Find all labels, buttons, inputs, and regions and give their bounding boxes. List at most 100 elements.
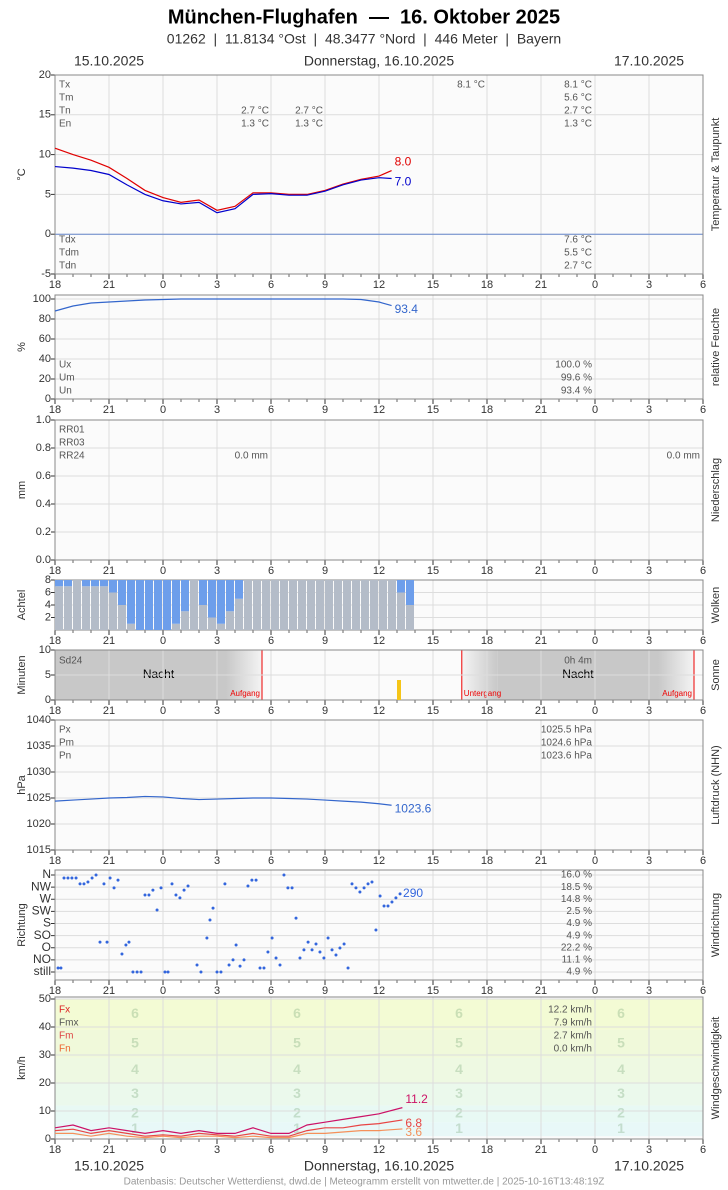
data-point	[66, 876, 70, 880]
x-tick-label: 0	[592, 635, 598, 647]
data-point	[318, 950, 322, 954]
data-point	[219, 970, 223, 974]
x-tick-label: 6	[700, 985, 706, 997]
x-tick-label: 0	[160, 279, 166, 291]
stat-label: Pm	[59, 738, 74, 749]
end-label: 6.8	[405, 1116, 422, 1130]
night-label: Nacht	[562, 667, 594, 681]
clear-sky-bar	[100, 580, 108, 587]
date: 15.10.2025	[74, 1158, 144, 1174]
cloud-bar	[370, 580, 378, 630]
data-point	[238, 964, 242, 968]
stat-label: Un	[59, 386, 72, 397]
x-tick-label: 9	[322, 404, 328, 416]
x-tick-label: 15	[427, 855, 439, 867]
end-label: 7.0	[395, 175, 412, 189]
beaufort-label: 6	[293, 1005, 301, 1021]
stat-label: RR01	[59, 425, 85, 436]
y-tick-label: -5	[41, 268, 51, 280]
beaufort-label: 2	[131, 1105, 139, 1121]
stat-value: 1.3 °C	[241, 119, 269, 130]
cloud-bar	[334, 580, 342, 630]
x-tick-label: 18	[49, 1144, 61, 1156]
data-line	[54, 298, 392, 312]
x-tick-label: 9	[322, 985, 328, 997]
plot-frame	[54, 996, 704, 1140]
data-point	[386, 904, 390, 908]
data-point	[254, 878, 258, 882]
stat-label: Fn	[59, 1044, 71, 1055]
x-tick-label: 12	[373, 855, 385, 867]
data-point	[354, 886, 358, 890]
data-point	[155, 908, 159, 912]
data-point	[151, 888, 155, 892]
y-tick-label: 60	[39, 333, 51, 345]
data-point	[342, 942, 346, 946]
cloud-bar	[226, 611, 234, 630]
y-tick-label: 50	[39, 993, 51, 1005]
stat-label: Tn	[59, 106, 71, 117]
cloud-bar	[127, 623, 135, 630]
clear-sky-bar	[163, 580, 171, 630]
percent-label: 2.5 %	[566, 906, 592, 917]
x-tick-label: 3	[214, 635, 220, 647]
cloud-bar	[307, 580, 315, 630]
y-tick-label: 20	[39, 1077, 51, 1089]
data-point	[211, 906, 215, 910]
cloud-bar	[181, 611, 189, 630]
stat-value: 0.0 km/h	[554, 1044, 592, 1055]
beaufort-label: 5	[617, 1035, 625, 1051]
y-tick-label: 40	[39, 1021, 51, 1033]
data-point	[147, 893, 151, 897]
beaufort-label: 6	[617, 1005, 625, 1021]
x-tick-label: 0	[160, 635, 166, 647]
y-tick-label: 15	[39, 109, 51, 121]
stat-label: Tx	[59, 80, 70, 91]
data-point	[346, 966, 350, 970]
y-tick-label: 10	[39, 1105, 51, 1117]
clear-sky-bar	[172, 580, 180, 624]
stat-value: 5.5 °C	[564, 248, 592, 259]
sun-event-label: Untergang	[464, 689, 501, 698]
x-tick-label: 3	[646, 404, 652, 416]
end-label: 8.0	[395, 155, 412, 169]
x-tick-label: 0	[160, 705, 166, 717]
y-axis-label: km/h	[16, 1056, 28, 1080]
data-point	[166, 970, 170, 974]
x-tick-label: 18	[481, 855, 493, 867]
x-tick-label: 3	[646, 1144, 652, 1156]
data-point	[338, 946, 342, 950]
x-tick-label: 6	[268, 1144, 274, 1156]
date: 15.10.2025	[74, 53, 144, 69]
beaufort-label: 3	[131, 1085, 139, 1101]
end-label: 3.6	[405, 1125, 422, 1139]
clear-sky-bar	[199, 580, 207, 605]
stat-value: 1.3 °C	[564, 119, 592, 130]
y-tick-label: 4	[45, 599, 51, 611]
x-tick-label: 21	[535, 855, 547, 867]
x-tick-label: 9	[322, 279, 328, 291]
y-tick-label: 0.0	[36, 554, 51, 566]
beaufort-label: 1	[617, 1120, 625, 1136]
y-tick-label: SW	[32, 904, 52, 918]
x-tick-label: 6	[268, 705, 274, 717]
stat-value: 8.1 °C	[457, 80, 485, 91]
y-tick-label: 30	[39, 1049, 51, 1061]
x-tick-label: 12	[373, 635, 385, 647]
stat-value: 2.7 °C	[241, 106, 269, 117]
data-line	[55, 1128, 403, 1139]
beaufort-label: 5	[455, 1035, 463, 1051]
data-point	[302, 948, 306, 952]
stat-value: 100.0 %	[555, 360, 592, 371]
data-point	[163, 970, 167, 974]
beaufort-label: 1	[455, 1120, 463, 1136]
x-tick-label: 6	[700, 1144, 706, 1156]
cloud-bar	[271, 580, 279, 630]
y-tick-label: 0.4	[36, 498, 51, 510]
x-tick-label: 18	[481, 705, 493, 717]
data-point	[266, 950, 270, 954]
x-tick-label: 15	[427, 404, 439, 416]
cloud-bar	[388, 580, 396, 630]
beaufort-label: 3	[617, 1085, 625, 1101]
clear-sky-bar	[406, 580, 414, 605]
